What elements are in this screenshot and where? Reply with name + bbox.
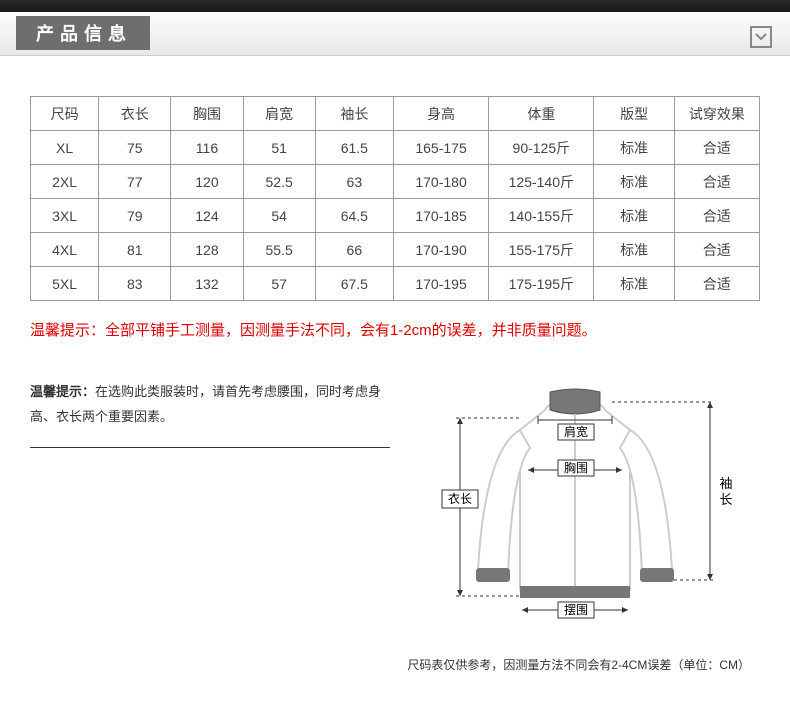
table-cell: 83 (99, 267, 171, 301)
tip-label: 温馨提示： (30, 384, 95, 399)
table-cell: 4XL (31, 233, 99, 267)
table-header-row: 尺码 衣长 胸围 肩宽 袖长 身高 体重 版型 试穿效果 (31, 97, 760, 131)
section-title: 产品信息 (16, 16, 150, 50)
chevron-down-icon[interactable] (750, 26, 772, 48)
table-row: 5XL831325767.5170-195175-195斤标准合适 (31, 267, 760, 301)
col-header: 袖长 (315, 97, 393, 131)
table-row: XL751165161.5165-17590-125斤标准合适 (31, 131, 760, 165)
table-cell: 90-125斤 (489, 131, 594, 165)
table-cell: 标准 (594, 267, 674, 301)
col-header: 体重 (489, 97, 594, 131)
table-cell: 合适 (674, 267, 759, 301)
table-cell: 170-195 (393, 267, 488, 301)
table-cell: 标准 (594, 233, 674, 267)
table-cell: 2XL (31, 165, 99, 199)
col-header: 版型 (594, 97, 674, 131)
table-cell: 51 (243, 131, 315, 165)
table-row: 4XL8112855.566170-190155-175斤标准合适 (31, 233, 760, 267)
table-cell: 64.5 (315, 199, 393, 233)
hem-label: 摆围 (564, 603, 588, 617)
table-cell: 67.5 (315, 267, 393, 301)
table-cell: 132 (171, 267, 243, 301)
table-cell: 5XL (31, 267, 99, 301)
shopping-tip-block: 温馨提示：在选购此类服装时，请首先考虑腰围，同时考虑身高、衣长两个重要因素。 (30, 370, 390, 650)
table-cell: 116 (171, 131, 243, 165)
bottom-area: 温馨提示：在选购此类服装时，请首先考虑腰围，同时考虑身高、衣长两个重要因素。 肩… (30, 370, 760, 650)
jacket-diagram: 肩宽 胸围 衣长 袖 长 (400, 370, 760, 650)
col-header: 衣长 (99, 97, 171, 131)
sleeve-label-1: 袖 (719, 476, 732, 491)
table-cell: 标准 (594, 131, 674, 165)
top-dark-bar (0, 0, 790, 12)
length-label: 衣长 (448, 491, 472, 506)
size-table: 尺码 衣长 胸围 肩宽 袖长 身高 体重 版型 试穿效果 XL751165161… (30, 96, 760, 301)
table-cell: 标准 (594, 165, 674, 199)
table-cell: 52.5 (243, 165, 315, 199)
col-header: 身高 (393, 97, 488, 131)
table-cell: 140-155斤 (489, 199, 594, 233)
table-cell: 128 (171, 233, 243, 267)
table-cell: 合适 (674, 199, 759, 233)
table-cell: 合适 (674, 165, 759, 199)
col-header: 试穿效果 (674, 97, 759, 131)
table-cell: 75 (99, 131, 171, 165)
table-row: 2XL7712052.563170-180125-140斤标准合适 (31, 165, 760, 199)
table-cell: 61.5 (315, 131, 393, 165)
table-cell: 124 (171, 199, 243, 233)
table-cell: 合适 (674, 131, 759, 165)
table-cell: 63 (315, 165, 393, 199)
table-cell: 170-190 (393, 233, 488, 267)
table-cell: 175-195斤 (489, 267, 594, 301)
table-cell: 66 (315, 233, 393, 267)
table-cell: 54 (243, 199, 315, 233)
table-cell: 120 (171, 165, 243, 199)
measurement-warning: 温馨提示：全部平铺手工测量，因测量手法不同，会有1-2cm的误差，并非质量问题。 (30, 319, 760, 340)
table-cell: 155-175斤 (489, 233, 594, 267)
table-cell: 77 (99, 165, 171, 199)
chest-label: 胸围 (564, 460, 588, 475)
table-cell: 55.5 (243, 233, 315, 267)
header-band: 产品信息 (0, 12, 790, 56)
col-header: 胸围 (171, 97, 243, 131)
table-cell: 标准 (594, 199, 674, 233)
table-cell: 170-185 (393, 199, 488, 233)
col-header: 尺码 (31, 97, 99, 131)
table-cell: 170-180 (393, 165, 488, 199)
table-cell: XL (31, 131, 99, 165)
table-row: 3XL791245464.5170-185140-155斤标准合适 (31, 199, 760, 233)
table-cell: 125-140斤 (489, 165, 594, 199)
table-cell: 3XL (31, 199, 99, 233)
table-cell: 79 (99, 199, 171, 233)
table-cell: 合适 (674, 233, 759, 267)
tip-underline (30, 447, 390, 448)
footnote: 尺码表仅供参考，因测量方法不同会有2-4CM误差（单位：CM） (0, 656, 750, 673)
sleeve-label-2: 长 (719, 492, 732, 507)
col-header: 肩宽 (243, 97, 315, 131)
shoulder-label: 肩宽 (564, 424, 588, 439)
table-cell: 57 (243, 267, 315, 301)
table-cell: 81 (99, 233, 171, 267)
table-cell: 165-175 (393, 131, 488, 165)
